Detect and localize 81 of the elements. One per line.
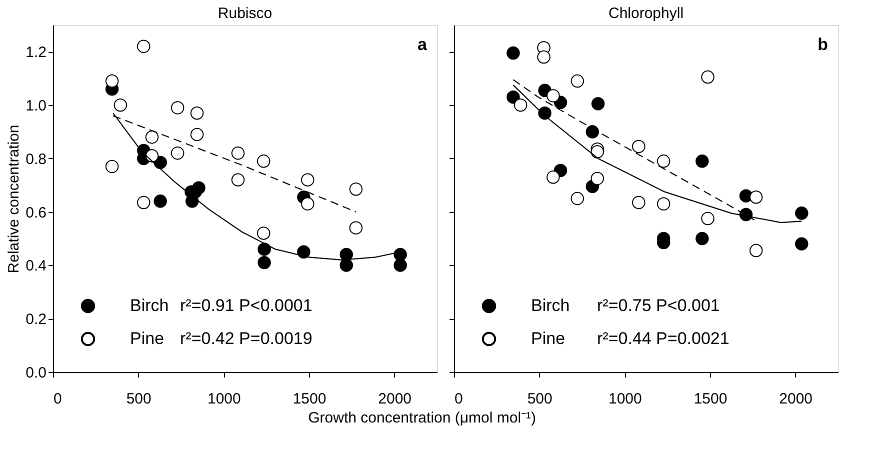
point: [145, 130, 159, 144]
point: [258, 256, 271, 270]
point: [105, 160, 119, 174]
point: [297, 245, 310, 258]
point: [696, 154, 709, 168]
x-tick-label: 1500: [292, 390, 326, 408]
point: [258, 242, 271, 256]
point: [231, 173, 245, 186]
x-tick-label: 2000: [378, 390, 412, 408]
point: [170, 101, 184, 114]
point: [340, 258, 353, 272]
point: [349, 221, 363, 234]
point: [749, 190, 763, 204]
point: [570, 74, 584, 88]
point: [656, 197, 670, 210]
point: [170, 146, 184, 160]
point: [301, 173, 314, 186]
point: [701, 70, 714, 84]
point: [590, 145, 604, 158]
point: [190, 128, 204, 142]
legend-label: Birch: [130, 296, 169, 315]
y-tick-label: 0.4: [26, 258, 46, 275]
point: [514, 98, 528, 112]
point: [586, 125, 600, 138]
point: [570, 192, 584, 206]
point: [538, 106, 552, 120]
point: [591, 97, 605, 110]
x-tick-label: 1000: [608, 390, 642, 408]
y-tick-label: 1.2: [26, 44, 46, 62]
y-axis-title: Relative concentration: [6, 124, 23, 274]
annotation: r²=0.44 P=0.0021: [597, 329, 730, 348]
point: [145, 149, 159, 162]
point: [137, 40, 150, 53]
point: [749, 244, 763, 258]
point: [154, 194, 167, 208]
point: [632, 196, 646, 210]
annotation: r²=0.42 P=0.0019: [180, 329, 312, 348]
x-axis-title: Growth concentration (μmol mol⁻¹): [308, 410, 536, 426]
point: [696, 232, 709, 246]
point: [349, 182, 363, 196]
point: [256, 226, 270, 240]
point: [632, 140, 646, 154]
y-tick-label: 0.6: [26, 204, 46, 222]
legend-label: Pine: [130, 329, 164, 348]
point: [105, 74, 119, 88]
chart-title: Rubisco: [218, 5, 272, 22]
x-tick-label: 1000: [207, 390, 241, 408]
annotation: a: [418, 35, 428, 54]
y-tick-label: 0.2: [26, 311, 46, 328]
point: [546, 89, 560, 102]
annotation: r²=0.75 P<0.001: [597, 296, 720, 315]
point: [701, 212, 714, 226]
annotation: r²=0.91 P<0.0001: [180, 296, 312, 315]
point: [537, 50, 550, 64]
legend-label: Birch: [531, 296, 570, 315]
x-tick-label: 0: [54, 390, 62, 408]
x-tick-label: 500: [527, 390, 552, 408]
point: [795, 237, 808, 250]
x-tick-label: 0: [454, 390, 463, 408]
point: [137, 196, 150, 210]
point: [231, 146, 245, 160]
point: [394, 258, 407, 272]
point: [656, 154, 670, 168]
point: [795, 206, 808, 220]
point: [546, 170, 560, 184]
chart-title: Chlorophyll: [608, 5, 684, 22]
point: [301, 197, 314, 210]
annotation: b: [818, 35, 828, 54]
point: [506, 90, 520, 104]
x-tick-label: 2000: [779, 390, 813, 408]
legend-label: Pine: [531, 329, 566, 348]
point: [590, 172, 604, 186]
y-tick-label: 0.8: [26, 150, 46, 168]
point: [190, 106, 204, 120]
point: [256, 154, 270, 168]
point: [114, 98, 128, 112]
point: [506, 46, 520, 60]
y-tick-label: 1.0: [26, 98, 46, 115]
x-tick-label: 1500: [694, 390, 728, 408]
y-tick-label: 0.0: [26, 364, 46, 382]
x-tick-label: 500: [126, 390, 152, 408]
